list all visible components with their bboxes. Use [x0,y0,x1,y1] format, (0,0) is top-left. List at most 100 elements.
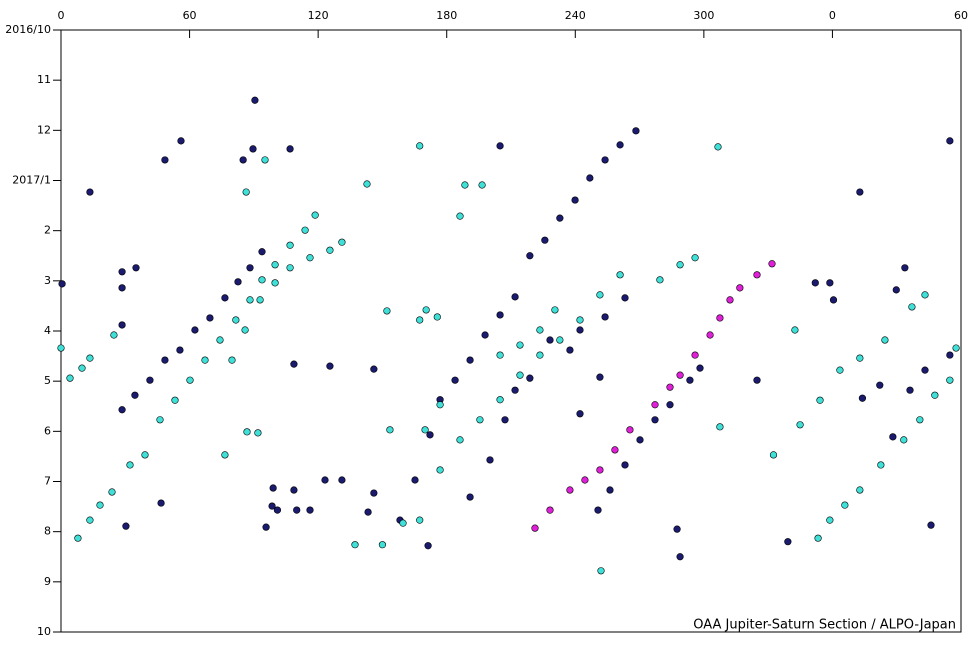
point [321,476,329,484]
point [626,426,634,434]
point [691,351,699,359]
point [651,416,659,424]
point [916,416,924,424]
point [546,336,554,344]
point [769,451,778,459]
x-tick-label: 0 [58,9,65,22]
point [191,326,199,334]
point [286,264,294,272]
point [946,376,954,384]
point [908,303,916,311]
y-tick-label: 11 [37,73,51,86]
point [338,476,346,484]
point [221,294,229,302]
point [496,311,504,319]
point [921,366,929,374]
point [901,264,909,272]
point [370,489,378,497]
y-tick-label: 8 [44,525,51,538]
point [736,284,744,292]
point [836,366,844,374]
point [78,364,86,372]
point [476,416,484,424]
point [616,141,624,149]
point [696,364,704,372]
point [426,431,434,439]
point [66,374,74,382]
point [611,446,619,454]
point [132,264,140,272]
point [290,486,298,494]
point [228,356,236,364]
point [249,145,257,153]
point [841,501,849,509]
point [536,326,544,334]
point [433,313,441,321]
point [86,354,94,362]
point [58,280,66,288]
point [201,356,209,364]
point [186,376,194,384]
point [931,391,939,399]
point [370,365,378,373]
point [946,351,954,359]
point [256,296,264,304]
point [269,484,277,492]
point [364,508,372,516]
point [566,346,574,354]
point [706,331,714,339]
y-tick-label: 7 [44,475,51,488]
point [351,541,359,549]
point [131,391,139,399]
point [74,534,82,542]
point [791,326,799,334]
point [383,307,391,315]
point [57,344,65,352]
point [536,351,544,359]
point [511,293,519,301]
point [753,376,761,384]
point [676,371,684,379]
point [753,271,761,279]
x-tick-label: 120 [308,9,329,22]
point [829,296,838,304]
point [108,488,116,496]
point [241,326,249,334]
point [411,476,419,484]
point [889,433,897,441]
point [601,156,609,164]
point [293,506,301,514]
point [161,156,169,164]
point [526,374,534,382]
point [156,416,164,424]
point [526,252,534,260]
point [301,226,309,234]
point [556,214,564,222]
point [496,396,504,404]
point [676,553,684,561]
point [96,501,104,509]
y-tick-label: 5 [44,374,51,387]
point [216,336,224,344]
point [242,188,250,196]
point [576,316,584,324]
point [161,356,169,364]
point [146,376,154,384]
point [461,181,469,189]
point [271,261,279,269]
point [271,279,279,287]
point [254,429,262,437]
point [246,264,254,272]
point [511,386,519,394]
point [596,291,604,299]
point [632,127,640,135]
point [243,428,251,436]
point [900,436,908,444]
point [826,516,834,524]
y-tick-label: 6 [44,424,51,437]
point [290,360,298,368]
point [466,356,474,364]
point [268,502,276,510]
point [501,416,509,424]
point [686,376,694,384]
